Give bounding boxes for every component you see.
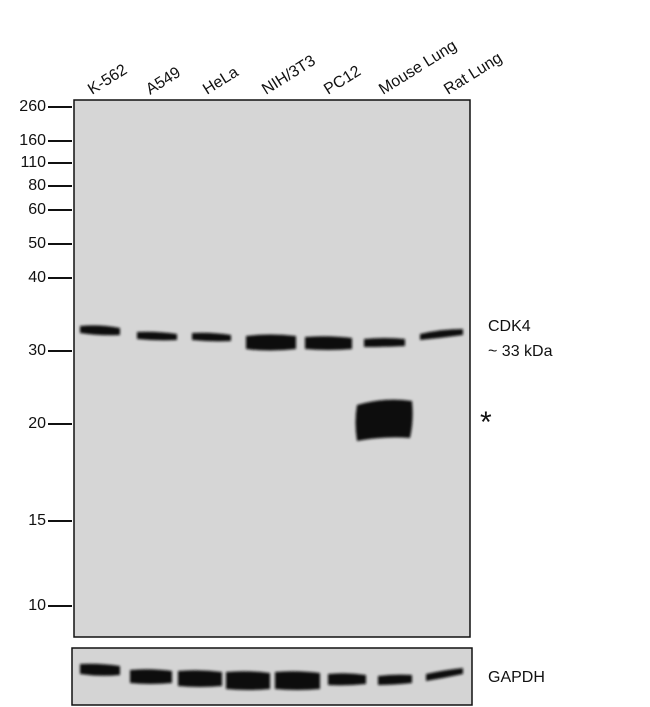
marker-label: 110 bbox=[20, 154, 46, 171]
marker-label: 30 bbox=[28, 342, 46, 359]
marker-label: 260 bbox=[19, 98, 46, 115]
marker-label: 60 bbox=[28, 201, 46, 218]
lane-label: HeLa bbox=[200, 64, 242, 99]
marker-label: 20 bbox=[28, 415, 46, 432]
lane-label: PC12 bbox=[321, 63, 364, 99]
marker-label: 15 bbox=[28, 512, 46, 529]
marker-label: 160 bbox=[19, 132, 46, 149]
loading-control-label: GAPDH bbox=[488, 669, 545, 686]
target-label: CDK4 bbox=[488, 318, 531, 335]
lane-label: NIH/3T3 bbox=[259, 52, 319, 98]
lane-label: K-562 bbox=[85, 61, 130, 98]
asterisk: * bbox=[480, 406, 492, 439]
blot-main bbox=[73, 99, 471, 638]
marker-label: 50 bbox=[28, 235, 46, 252]
bands bbox=[80, 325, 463, 690]
marker-label: 40 bbox=[28, 269, 46, 286]
size-label: ~ 33 kDa bbox=[488, 343, 553, 360]
lane-label: A549 bbox=[143, 64, 184, 98]
marker-label: 10 bbox=[28, 597, 46, 614]
marker-label: 80 bbox=[28, 177, 46, 194]
